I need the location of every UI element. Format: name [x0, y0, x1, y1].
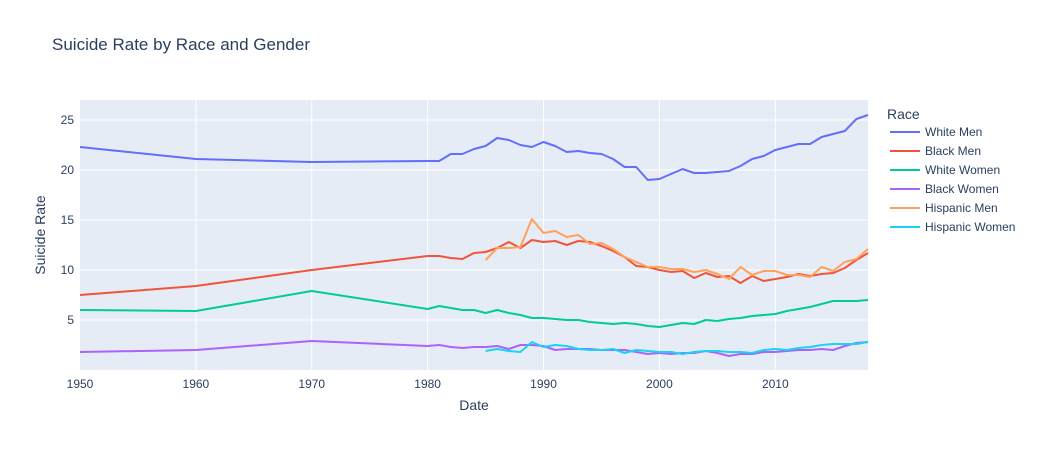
legend-label-hispanic-women: Hispanic Women	[925, 220, 1015, 234]
y-tick-label: 20	[61, 163, 75, 177]
x-axis-ticks: 1950 1960 1970 1980 1990 2000 2010	[67, 377, 789, 391]
series-lines	[79, 114, 869, 357]
plot-area	[80, 100, 868, 370]
chart-title: Suicide Rate by Race and Gender	[52, 35, 310, 54]
x-tick-label: 1960	[183, 377, 210, 391]
series-line-white-women	[79, 290, 869, 328]
y-axis-ticks: 5 10 15 20 25	[61, 113, 75, 327]
y-tick-label: 10	[61, 263, 75, 277]
x-tick-label: 1950	[67, 377, 94, 391]
series-line-hispanic-men	[484, 218, 869, 280]
legend-title: Race	[887, 106, 920, 122]
x-tick-label: 1990	[530, 377, 557, 391]
legend-items: White Men Black Men White Women Black Women…	[890, 125, 1015, 234]
legend-label-black-men: Black Men	[925, 144, 981, 158]
x-tick-label: 1970	[298, 377, 325, 391]
series-line-black-men	[79, 239, 869, 296]
x-axis-title: Date	[459, 397, 489, 413]
y-axis-title: Suicide Rate	[32, 195, 48, 275]
legend-label-white-women: White Women	[925, 163, 1000, 177]
legend-label-black-women: Black Women	[925, 182, 999, 196]
x-tick-label: 1980	[414, 377, 441, 391]
series-line-hispanic-women	[485, 341, 869, 355]
x-tick-label: 2000	[646, 377, 673, 391]
legend: Race White Men Black Men White Women Black …	[887, 106, 1015, 234]
legend-label-hispanic-men: Hispanic Men	[925, 201, 998, 215]
y-tick-label: 15	[61, 213, 75, 227]
grid	[80, 100, 868, 370]
legend-label-white-men: White Men	[925, 125, 982, 139]
x-tick-label: 2010	[762, 377, 789, 391]
series-line-white-men	[79, 114, 869, 181]
y-tick-label: 5	[67, 313, 74, 327]
y-tick-label: 25	[61, 113, 75, 127]
